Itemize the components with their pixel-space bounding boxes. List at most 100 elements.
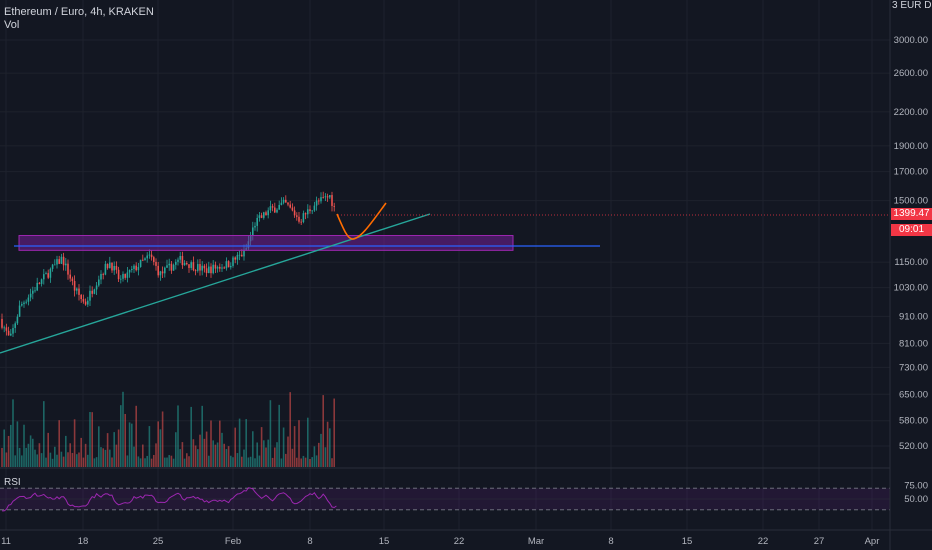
- candle-body: [265, 212, 267, 216]
- volume-bar: [115, 444, 118, 467]
- candle-body: [172, 264, 175, 271]
- volume-bar: [7, 435, 10, 467]
- time-tick-label: 8: [608, 536, 613, 547]
- volume-bar: [76, 454, 78, 467]
- volume-bar: [164, 457, 166, 467]
- price-tick-label: 520.00: [899, 441, 928, 452]
- candle-body: [71, 278, 74, 282]
- candle-body: [54, 264, 56, 266]
- volume-bar: [221, 432, 223, 467]
- candle-body: [153, 257, 155, 262]
- candle-body: [263, 212, 265, 218]
- candle-body: [58, 259, 60, 264]
- time-tick-label: Feb: [225, 536, 241, 547]
- volume-bar: [318, 442, 320, 467]
- volume-bar: [322, 395, 324, 467]
- candle-body: [157, 265, 159, 276]
- volume-bar: [166, 457, 168, 467]
- candle-body: [267, 210, 269, 216]
- volume-bar: [225, 449, 228, 467]
- volume-bar: [197, 449, 199, 467]
- candle-body: [307, 209, 309, 215]
- candle-body: [104, 263, 107, 275]
- price-candles: [1, 191, 335, 338]
- candle-body: [65, 263, 67, 266]
- candle-body: [159, 271, 162, 276]
- candle-body: [139, 259, 142, 267]
- candle-body: [166, 265, 168, 268]
- candle-body: [313, 205, 316, 211]
- candle-body: [225, 261, 228, 269]
- candle-body: [23, 302, 25, 305]
- candle-body: [1, 318, 3, 328]
- candle-body: [293, 210, 296, 216]
- candle-body: [69, 274, 71, 279]
- candle-body: [36, 282, 38, 291]
- volume-bar: [95, 457, 98, 467]
- candle-body: [181, 255, 184, 266]
- candle-body: [161, 271, 164, 274]
- volume-bar: [82, 457, 85, 467]
- candle-body: [95, 285, 98, 290]
- currency-label[interactable]: 3 EUR D: [892, 0, 932, 11]
- volume-bar: [43, 401, 45, 467]
- candle-body: [106, 263, 109, 269]
- candle-body: [67, 263, 69, 275]
- volume-bar: [210, 420, 212, 467]
- candle-body: [324, 196, 327, 198]
- volume-bar: [78, 452, 80, 467]
- price-tick-label: 1150.00: [894, 257, 928, 268]
- candle-body: [205, 268, 208, 274]
- volume-bar: [170, 455, 173, 467]
- volume-bar: [265, 447, 267, 467]
- volume-bar: [324, 447, 327, 467]
- candle-body: [298, 216, 300, 222]
- volume-bar: [271, 457, 274, 467]
- candle-body: [102, 273, 104, 275]
- volume-label: Vol: [4, 19, 20, 31]
- volume-bar: [263, 440, 265, 467]
- candle-body: [115, 265, 118, 270]
- volume-bar: [329, 428, 331, 467]
- candle-body: [43, 274, 45, 280]
- candle-body: [137, 266, 140, 271]
- candle-body: [194, 270, 197, 271]
- volume-bar: [137, 456, 140, 467]
- symbol-title[interactable]: Ethereum / Euro, 4h, KRAKEN: [4, 6, 154, 18]
- candle-body: [73, 281, 76, 291]
- candle-body: [144, 258, 146, 261]
- candle-body: [280, 202, 283, 205]
- time-tick-label: 22: [758, 536, 769, 547]
- volume-bar: [23, 424, 25, 467]
- candle-body: [236, 254, 239, 260]
- volume-bar: [62, 456, 65, 467]
- rsi-indicator-label[interactable]: RSI: [4, 477, 21, 488]
- candle-body: [38, 282, 41, 284]
- volume-bar: [45, 457, 47, 467]
- volume-bar: [1, 447, 3, 467]
- candle-body: [212, 264, 214, 274]
- volume-bar: [298, 420, 300, 467]
- volume-bar: [216, 442, 219, 467]
- candle-body: [34, 290, 36, 292]
- volume-bar: [56, 454, 58, 467]
- volume-bar: [269, 400, 272, 467]
- time-tick-label: Mar: [528, 536, 544, 547]
- volume-bar: [172, 458, 175, 467]
- volume-bar: [32, 438, 34, 467]
- volume-bar: [313, 446, 316, 467]
- rsi-tick-label: 75.00: [904, 481, 928, 492]
- volume-bar: [133, 446, 135, 467]
- candle-body: [128, 270, 131, 273]
- candle-body: [271, 206, 274, 208]
- volume-bar: [21, 455, 23, 467]
- rsi-pane: [0, 487, 890, 512]
- volume-bar: [212, 440, 214, 467]
- volume-bar: [142, 444, 144, 467]
- candle-body: [258, 215, 261, 218]
- volume-bar: [5, 452, 8, 467]
- candle-body: [243, 249, 245, 257]
- volume-bar: [111, 457, 113, 467]
- candle-body: [82, 299, 85, 302]
